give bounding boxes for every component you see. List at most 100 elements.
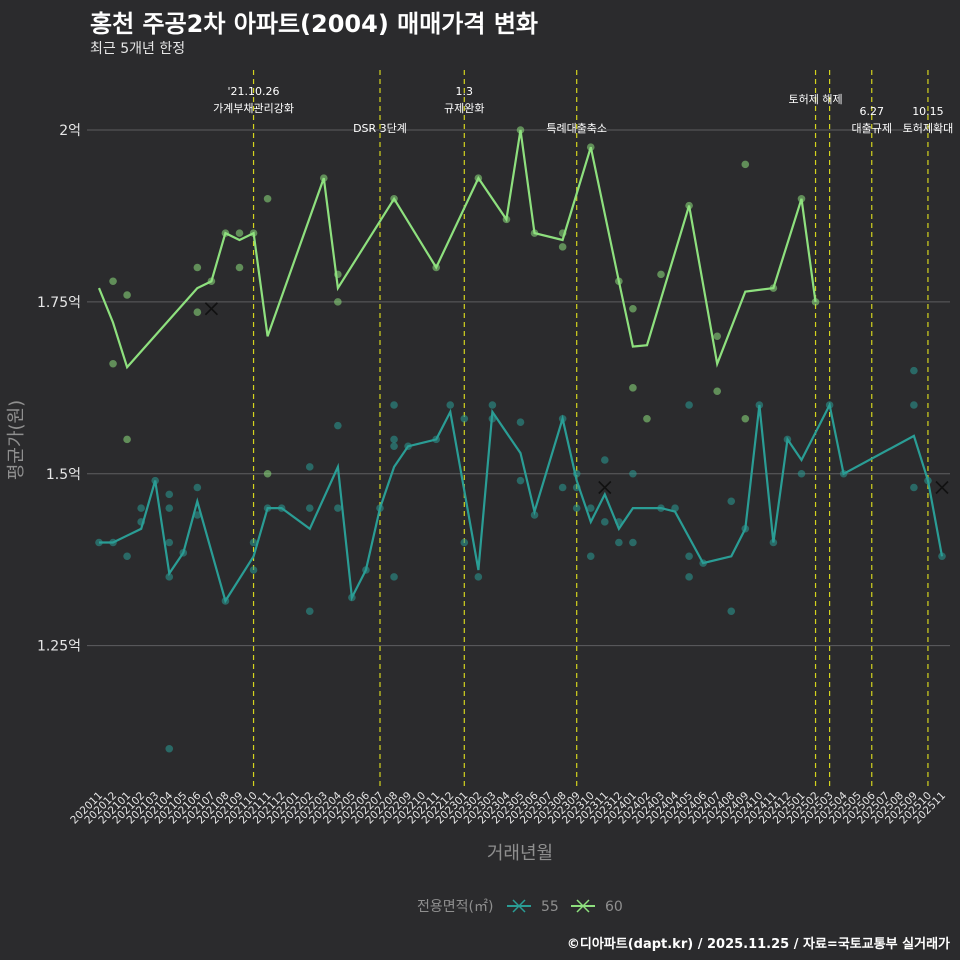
legend: 전용면적(㎡) 55 60	[417, 899, 623, 915]
data-point-60	[235, 229, 244, 237]
data-point-60	[263, 469, 272, 478]
data-point-60	[193, 308, 202, 316]
grid-lines	[87, 129, 950, 647]
x-marker-55	[935, 480, 949, 495]
data-point-55	[305, 504, 314, 512]
policy-label: 6.27	[860, 105, 885, 118]
x-axis-title: 거래년월	[487, 843, 553, 864]
data-point-60	[109, 359, 117, 368]
data-point-55	[910, 366, 918, 375]
data-point-60	[558, 243, 567, 251]
data-point-55	[601, 456, 609, 464]
data-point-55	[488, 401, 497, 409]
data-point-55	[629, 538, 637, 547]
legend-key-55: 55	[507, 899, 559, 915]
data-point-55	[586, 504, 595, 512]
data-point-60	[123, 435, 131, 444]
data-point-60	[657, 270, 665, 279]
data-point-60	[629, 384, 637, 392]
x-axis-ticks: 2020112020122021012021022021032021042021…	[68, 789, 948, 826]
data-point-55	[305, 607, 314, 616]
x-markers	[204, 302, 949, 495]
data-point-55	[123, 552, 131, 561]
policy-label: 토허제 해제	[788, 92, 842, 106]
data-point-60	[741, 414, 750, 423]
data-point-55	[516, 418, 525, 426]
data-point-60	[193, 263, 202, 272]
y-tick-label: 1.75억	[37, 295, 81, 311]
data-point-55	[797, 469, 806, 478]
policy-label: 대출규제	[852, 122, 892, 135]
chart-subtitle: 최근 5개년 한정	[90, 41, 186, 57]
policy-label: 가계부채관리강화	[213, 102, 294, 115]
data-point-55	[727, 497, 736, 506]
policy-label: 규제완화	[444, 102, 484, 115]
data-points	[95, 126, 946, 753]
data-point-55	[390, 573, 398, 581]
data-point-55	[586, 552, 595, 561]
y-tick-label: 2억	[59, 123, 81, 139]
data-point-55	[572, 504, 581, 512]
data-point-55	[249, 538, 258, 547]
data-point-55	[601, 518, 609, 526]
data-point-60	[235, 263, 244, 272]
data-point-55	[137, 504, 145, 512]
data-point-55	[910, 483, 918, 492]
series-line-55	[99, 401, 944, 604]
series-line-60	[97, 129, 817, 370]
x-marker-55	[598, 480, 612, 495]
policy-label: 특례대출축소	[546, 122, 607, 135]
data-point-60	[741, 160, 750, 169]
data-point-55	[249, 566, 258, 574]
data-point-55	[165, 573, 174, 581]
data-point-60	[263, 194, 272, 203]
data-point-55	[460, 414, 469, 423]
data-point-55	[685, 401, 693, 409]
x-marker-60	[204, 302, 218, 316]
data-point-55	[193, 511, 202, 519]
data-point-55	[334, 421, 342, 430]
data-point-60	[109, 277, 117, 286]
data-point-55	[685, 573, 693, 581]
data-point-55	[165, 744, 174, 753]
legend-label-55: 55	[541, 899, 559, 915]
data-point-55	[390, 401, 398, 409]
y-tick-label: 1.5억	[46, 467, 81, 483]
policy-event-lines	[252, 70, 929, 790]
data-point-55	[516, 476, 525, 485]
data-point-55	[460, 538, 469, 547]
data-point-55	[910, 401, 918, 409]
data-point-55	[165, 504, 174, 512]
data-point-55	[474, 573, 483, 581]
legend-title: 전용면적(㎡)	[417, 899, 493, 915]
data-point-60	[713, 332, 721, 341]
data-point-60	[643, 414, 651, 423]
legend-key-60: 60	[571, 899, 623, 915]
y-axis-title: 평균가(원)	[6, 400, 27, 480]
policy-label: 토허제확대	[903, 122, 954, 135]
data-point-60	[123, 291, 131, 299]
policy-label: 10.15	[912, 105, 944, 118]
policy-label: '21.10.26	[228, 85, 280, 98]
y-tick-label: 1.25억	[37, 639, 81, 655]
data-point-55	[558, 483, 567, 492]
data-point-60	[629, 304, 637, 313]
policy-label: DSR 3단계	[353, 122, 407, 135]
series-lines	[97, 129, 944, 604]
legend-label-60: 60	[605, 899, 623, 915]
data-point-60	[713, 387, 721, 396]
data-point-55	[727, 607, 736, 616]
data-point-55	[305, 463, 314, 471]
data-point-55	[165, 490, 174, 499]
data-point-55	[193, 483, 202, 492]
data-point-55	[629, 469, 637, 478]
data-point-55	[685, 552, 693, 561]
data-point-55	[615, 538, 623, 547]
data-point-55	[446, 401, 455, 409]
chart-title: 홍천 주공2차 아파트(2004) 매매가격 변화	[90, 10, 538, 38]
policy-label: 1.3	[456, 85, 474, 98]
y-axis-ticks: 1.25억 1.5억 1.75억 2억	[37, 123, 81, 655]
source-footer: ©디아파트(dapt.kr) / 2025.11.25 / 자료=국토교통부 실…	[566, 937, 950, 952]
